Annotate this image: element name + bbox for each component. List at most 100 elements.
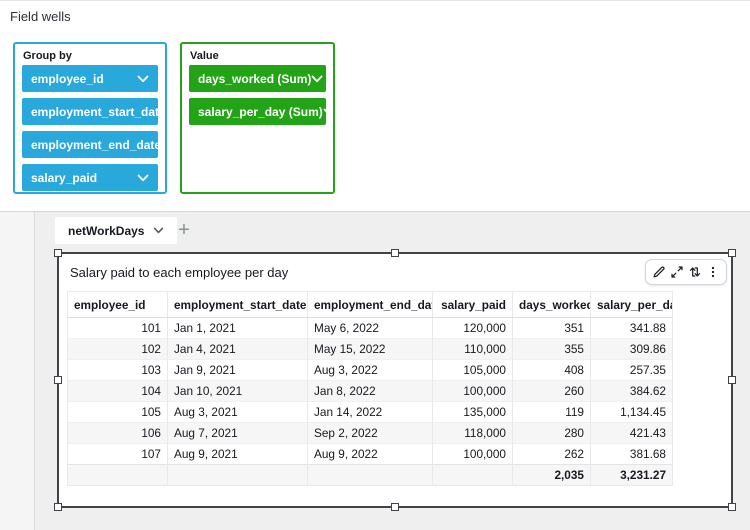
cell-end-date: Aug 9, 2022 [307,443,433,465]
column-header[interactable]: employee_id [67,291,168,318]
dimension-field-pill[interactable]: salary_paid [22,164,158,191]
resize-handle-bottom-left[interactable] [54,503,62,511]
chevron-down-icon[interactable] [323,108,326,116]
total-salary-per-day: 3,231.27 [590,464,673,486]
table-row[interactable]: 101 Jan 1, 2021 May 6, 2022 120,000 351 … [67,317,673,339]
dimension-field-pill[interactable]: employment_start_date [22,98,158,125]
cell-salary-per-day: 309.86 [590,338,673,360]
resize-handle-top-left[interactable] [54,249,62,257]
field-pill-label: days_worked (Sum) [198,71,312,86]
visual-menu-button[interactable] [704,262,722,282]
swap-arrows-icon [689,267,701,277]
left-gutter [0,212,35,530]
value-well: Value days_worked (Sum) salary_per_day (… [180,42,335,194]
value-label: Value [190,50,219,62]
cell-employee-id: 106 [67,422,168,444]
cell-salary-paid: 100,000 [432,443,513,465]
cell-end-date: Jan 8, 2022 [307,380,433,402]
cell-start-date: Jan 4, 2021 [167,338,308,360]
group-by-well: Group by employee_id employment_start_da… [13,42,167,194]
cell-employee-id: 101 [67,317,168,339]
edit-visual-button[interactable] [650,262,668,282]
cell-employee-id: 102 [67,338,168,360]
cell-start-date: Jan 10, 2021 [167,380,308,402]
resize-handle-bottom-right[interactable] [728,503,736,511]
chevron-down-icon[interactable] [137,174,149,182]
field-wells-panel: Field wells Group by employee_id employm… [0,0,750,212]
cell-salary-per-day: 421.43 [590,422,673,444]
table-row[interactable]: 102 Jan 4, 2021 May 15, 2022 110,000 355… [67,338,673,360]
total-days-worked: 2,035 [512,464,591,486]
field-pill-label: employment_start_date [31,104,158,119]
cell-salary-per-day: 1,134.45 [590,401,673,423]
total-empty-cell [67,464,168,486]
cell-employee-id: 105 [67,401,168,423]
pencil-icon [653,266,665,278]
swap-fields-button[interactable] [686,262,704,282]
cell-days-worked: 262 [512,443,591,465]
field-pill-label: salary_per_day (Sum) [198,104,323,119]
chevron-down-icon[interactable] [153,227,164,234]
expand-icon [671,266,683,278]
cell-days-worked: 119 [512,401,591,423]
column-header[interactable]: employment_start_date [167,291,308,318]
field-pill-label: salary_paid [31,170,98,185]
cell-days-worked: 351 [512,317,591,339]
column-header[interactable]: salary_per_day [590,291,673,318]
cell-employee-id: 103 [67,359,168,381]
group-by-label: Group by [23,50,72,62]
cell-employee-id: 107 [67,443,168,465]
table-row[interactable]: 104 Jan 10, 2021 Jan 8, 2022 100,000 260… [67,380,673,402]
cell-end-date: Jan 14, 2022 [307,401,433,423]
column-header[interactable]: salary_paid [432,291,513,318]
sheet-canvas: netWorkDays + Salary paid to each employ… [0,212,750,530]
cell-days-worked: 260 [512,380,591,402]
table-row[interactable]: 106 Aug 7, 2021 Sep 2, 2022 118,000 280 … [67,422,673,444]
table-row[interactable]: 105 Aug 3, 2021 Jan 14, 2022 135,000 119… [67,401,673,423]
cell-days-worked: 408 [512,359,591,381]
menu-kebab-icon [711,266,715,278]
cell-employee-id: 104 [67,380,168,402]
field-pill-label: employee_id [31,71,104,86]
cell-days-worked: 280 [512,422,591,444]
visual-card[interactable]: Salary paid to each employee per day [54,249,736,511]
maximize-visual-button[interactable] [668,262,686,282]
cell-start-date: Jan 9, 2021 [167,359,308,381]
table-row[interactable]: 103 Jan 9, 2021 Aug 3, 2022 105,000 408 … [67,359,673,381]
resize-handle-bottom-middle[interactable] [391,503,399,511]
cell-end-date: May 6, 2022 [307,317,433,339]
cell-end-date: Sep 2, 2022 [307,422,433,444]
measure-field-pill[interactable]: salary_per_day (Sum) [189,98,326,125]
table-row[interactable]: 107 Aug 9, 2021 Aug 9, 2022 100,000 262 … [67,443,673,465]
resize-handle-top-right[interactable] [728,249,736,257]
column-header[interactable]: employment_end_date [307,291,433,318]
column-header[interactable]: days_worked [512,291,591,318]
chevron-down-icon[interactable] [311,75,323,83]
cell-salary-per-day: 257.35 [590,359,673,381]
cell-salary-per-day: 341.88 [590,317,673,339]
total-empty-cell [167,464,308,486]
cell-end-date: Aug 3, 2022 [307,359,433,381]
value-pills: days_worked (Sum) salary_per_day (Sum) [189,65,326,125]
resize-handle-top-middle[interactable] [391,249,399,257]
sheet-tab-networkdays[interactable]: netWorkDays [55,217,178,244]
chevron-down-icon[interactable] [137,75,149,83]
sheet-tab-label: netWorkDays [68,223,145,238]
resize-handle-middle-left[interactable] [54,376,62,384]
cell-start-date: Aug 3, 2021 [167,401,308,423]
cell-end-date: May 15, 2022 [307,338,433,360]
cell-start-date: Aug 7, 2021 [167,422,308,444]
group-by-pills: employee_id employment_start_date employ… [22,65,158,191]
cell-salary-paid: 118,000 [432,422,513,444]
cell-salary-paid: 120,000 [432,317,513,339]
pivot-table: employee_id employment_start_date employme… [67,291,673,486]
measure-field-pill[interactable]: days_worked (Sum) [189,65,326,92]
resize-handle-middle-right[interactable] [728,376,736,384]
table-body: 101 Jan 1, 2021 May 6, 2022 120,000 351 … [67,317,673,465]
add-sheet-button[interactable]: + [178,219,190,241]
total-row: 2,035 3,231.27 [67,464,673,486]
dimension-field-pill[interactable]: employee_id [22,65,158,92]
dimension-field-pill[interactable]: employment_end_date [22,131,158,158]
table-header-row: employee_id employment_start_date employme… [67,291,673,318]
cell-salary-paid: 100,000 [432,380,513,402]
